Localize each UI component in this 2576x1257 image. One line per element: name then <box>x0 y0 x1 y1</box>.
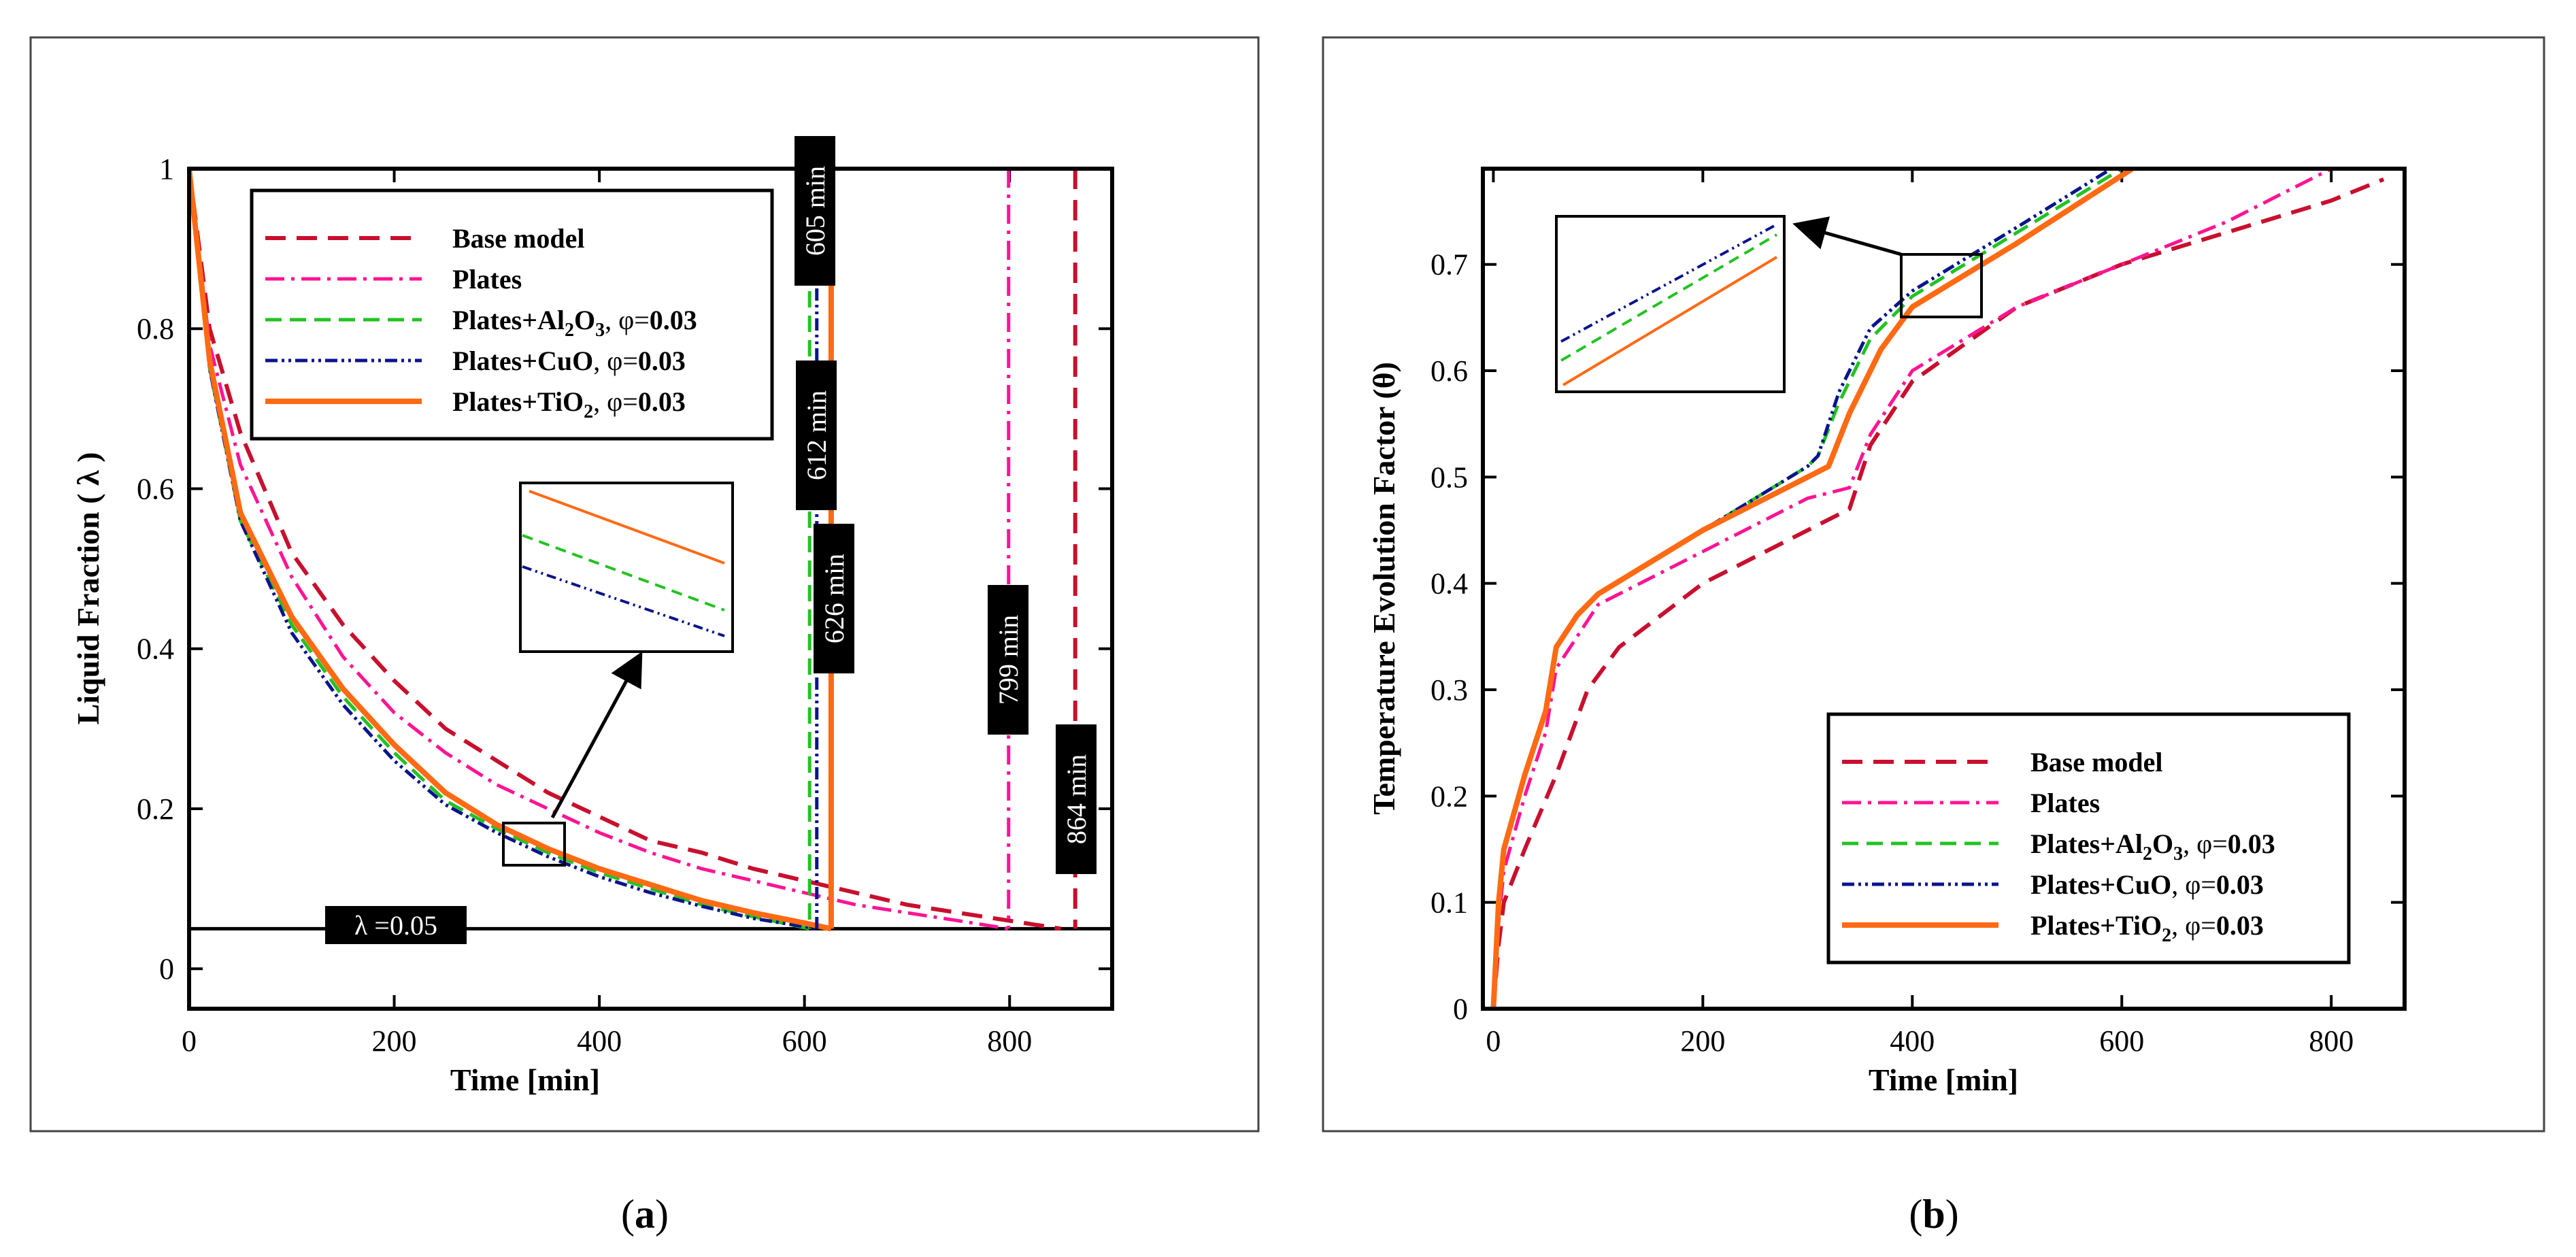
inset-a-tio2 <box>529 490 725 565</box>
chart-a-ylabel: Liquid Fraction ( λ ) <box>71 452 105 725</box>
chart-b-ytick-label: 0.3 <box>1431 673 1468 707</box>
chart-a-xtick-label: 400 <box>577 1024 622 1058</box>
chart-a-xlabel: Time [min] <box>450 1062 600 1097</box>
tag-864-text: 864 min <box>1061 754 1092 844</box>
chart-a-xtick-label: 200 <box>372 1024 417 1058</box>
chart-b-xtick-label: 0 <box>1486 1024 1501 1058</box>
chart-b-ytick-label: 0.2 <box>1431 780 1468 813</box>
chart-b-ytick-label: 0.1 <box>1431 886 1468 920</box>
chart-b-ytick-label: 0.7 <box>1431 248 1468 282</box>
chart-b: 0 200 400 600 800 0 0.1 0.2 0.3 0.4 0.5 0.6 0.7 Base… <box>1367 167 2407 1097</box>
chart-b-ytick-label: 0.5 <box>1431 460 1468 494</box>
legend-a-frame <box>250 188 774 441</box>
chart-b-xtick-label: 600 <box>2099 1024 2144 1058</box>
tag-612-text: 612 min <box>801 390 832 480</box>
tag-799-text: 799 min <box>993 615 1024 705</box>
tag-605-text: 605 min <box>800 166 831 256</box>
chart-a-series-base-model <box>189 169 1062 931</box>
chart-a-series-plates-al2o3-0-03 <box>189 169 810 931</box>
tag-799: 799 min <box>988 585 1028 735</box>
inset-b-al2o3 <box>1560 233 1778 362</box>
inset-a-al2o3 <box>522 534 725 611</box>
tag-626-text: 626 min <box>819 554 850 643</box>
zoom-box-b <box>1900 253 1983 318</box>
inset-b-cuo <box>1560 223 1777 343</box>
caption-a: (a) <box>621 1192 669 1237</box>
zoom-box-a <box>502 822 566 867</box>
legend-b-tio2: Plates+TiO2, φ=0.03 <box>2030 910 2264 946</box>
chart-a-ticks: 0 200 400 600 800 0 0.2 0.4 0.6 0.8 1 <box>137 152 1112 1058</box>
chart-b-xtick-label: 400 <box>1890 1024 1935 1058</box>
zoom-inset-b <box>1555 215 1983 393</box>
chart-a-axes-box <box>187 167 1114 1011</box>
chart-a-xtick-label: 600 <box>782 1024 827 1058</box>
chart-b-ylabel: Temperature Evolution Factor (θ) <box>1367 362 1401 815</box>
tag-605: 605 min <box>794 136 835 286</box>
legend-a-al2o3: Plates+Al2O3, φ=0.03 <box>452 305 697 341</box>
inset-a-frame <box>519 482 734 653</box>
tag-864: 864 min <box>1056 724 1097 874</box>
chart-a-ytick-label: 1 <box>159 152 174 186</box>
caption-b: (b) <box>1909 1192 1958 1237</box>
panel-b-frame <box>1322 36 2545 1133</box>
chart-b-ytick-label: 0 <box>1453 992 1468 1026</box>
chart-b-ticks: 0 200 400 600 800 0 0.1 0.2 0.3 0.4 0.5 0.6 0.7 <box>1431 169 2405 1058</box>
chart-a-ytick-label: 0 <box>159 952 174 986</box>
zoom-arrow-b <box>1792 216 1902 256</box>
chart-b-xtick-label: 200 <box>1680 1024 1725 1058</box>
legend-a: Base model Plates Plates+Al2O3, φ=0.03 P… <box>250 188 774 441</box>
chart-a-series-plates-tio2-0-03 <box>189 169 832 932</box>
legend-a-tio2: Plates+TiO2, φ=0.03 <box>452 386 686 422</box>
chart-a-series-group <box>189 169 1112 932</box>
zoom-arrow-a <box>550 651 643 819</box>
chart-a: 0 200 400 600 800 0 0.2 0.4 0.6 0.8 1 λ =0.05 605 … <box>71 136 1114 1097</box>
legend-b-frame <box>1826 712 2351 965</box>
inset-b-tio2 <box>1562 256 1778 386</box>
tag-612: 612 min <box>796 361 837 510</box>
threshold-label-bg <box>325 906 467 944</box>
chart-b-series-plates <box>1491 169 2332 1009</box>
chart-b-axes-box <box>1481 167 2407 1011</box>
chart-b-series-group <box>1490 169 2385 1009</box>
tag-626: 626 min <box>814 524 854 673</box>
chart-b-xtick-label: 800 <box>2309 1024 2354 1058</box>
threshold-label: λ =0.05 <box>354 910 437 941</box>
chart-a-xtick-label: 0 <box>182 1024 197 1058</box>
inset-b-frame <box>1555 215 1786 393</box>
chart-a-ytick-label: 0.8 <box>137 312 174 346</box>
chart-a-ytick-label: 0.2 <box>137 792 174 826</box>
legend-b: Base model Plates Plates+Al2O3, φ=0.03 P… <box>1826 712 2351 965</box>
legend-a-base: Base model <box>452 223 584 254</box>
chart-a-ytick-label: 0.4 <box>137 633 174 666</box>
legend-a-cuo: Plates+CuO, φ=0.03 <box>452 346 686 376</box>
zoom-inset-a <box>502 482 734 867</box>
chart-a-xtick-label: 800 <box>987 1024 1032 1058</box>
legend-b-cuo: Plates+CuO, φ=0.03 <box>2030 869 2264 900</box>
threshold-annotation: λ =0.05 <box>325 906 467 944</box>
inset-a-cuo <box>522 565 725 637</box>
chart-b-series-base-model <box>1491 177 2385 1009</box>
chart-b-series-plates-tio2-0-03 <box>1490 169 2134 1009</box>
chart-b-xlabel: Time [min] <box>1869 1062 2018 1097</box>
chart-b-ytick-label: 0.6 <box>1431 354 1468 388</box>
chart-a-series-plates <box>189 169 1009 931</box>
legend-b-plates: Plates <box>2030 788 2100 818</box>
legend-a-plates: Plates <box>452 264 522 295</box>
chart-b-ytick-label: 0.4 <box>1431 567 1468 601</box>
legend-b-al2o3: Plates+Al2O3, φ=0.03 <box>2030 828 2275 865</box>
chart-a-series-plates-cuo-0-03 <box>189 169 818 931</box>
completion-tags: 605 min 612 min 626 min 799 min 864 min <box>794 136 1097 874</box>
legend-b-base: Base model <box>2030 747 2162 777</box>
chart-a-ytick-label: 0.6 <box>137 472 174 505</box>
